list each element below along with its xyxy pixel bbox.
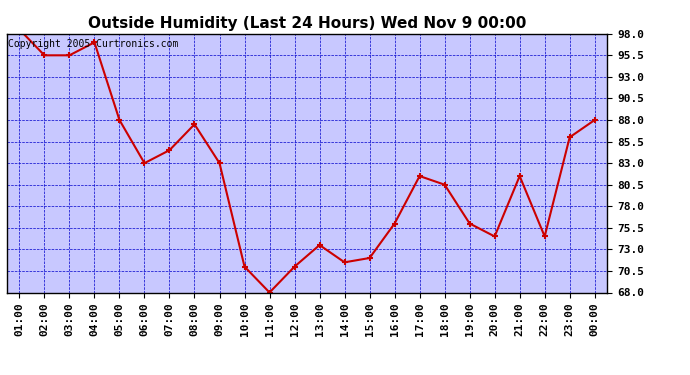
Text: Copyright 2005 Curtronics.com: Copyright 2005 Curtronics.com: [8, 39, 178, 49]
Title: Outside Humidity (Last 24 Hours) Wed Nov 9 00:00: Outside Humidity (Last 24 Hours) Wed Nov…: [88, 16, 526, 31]
